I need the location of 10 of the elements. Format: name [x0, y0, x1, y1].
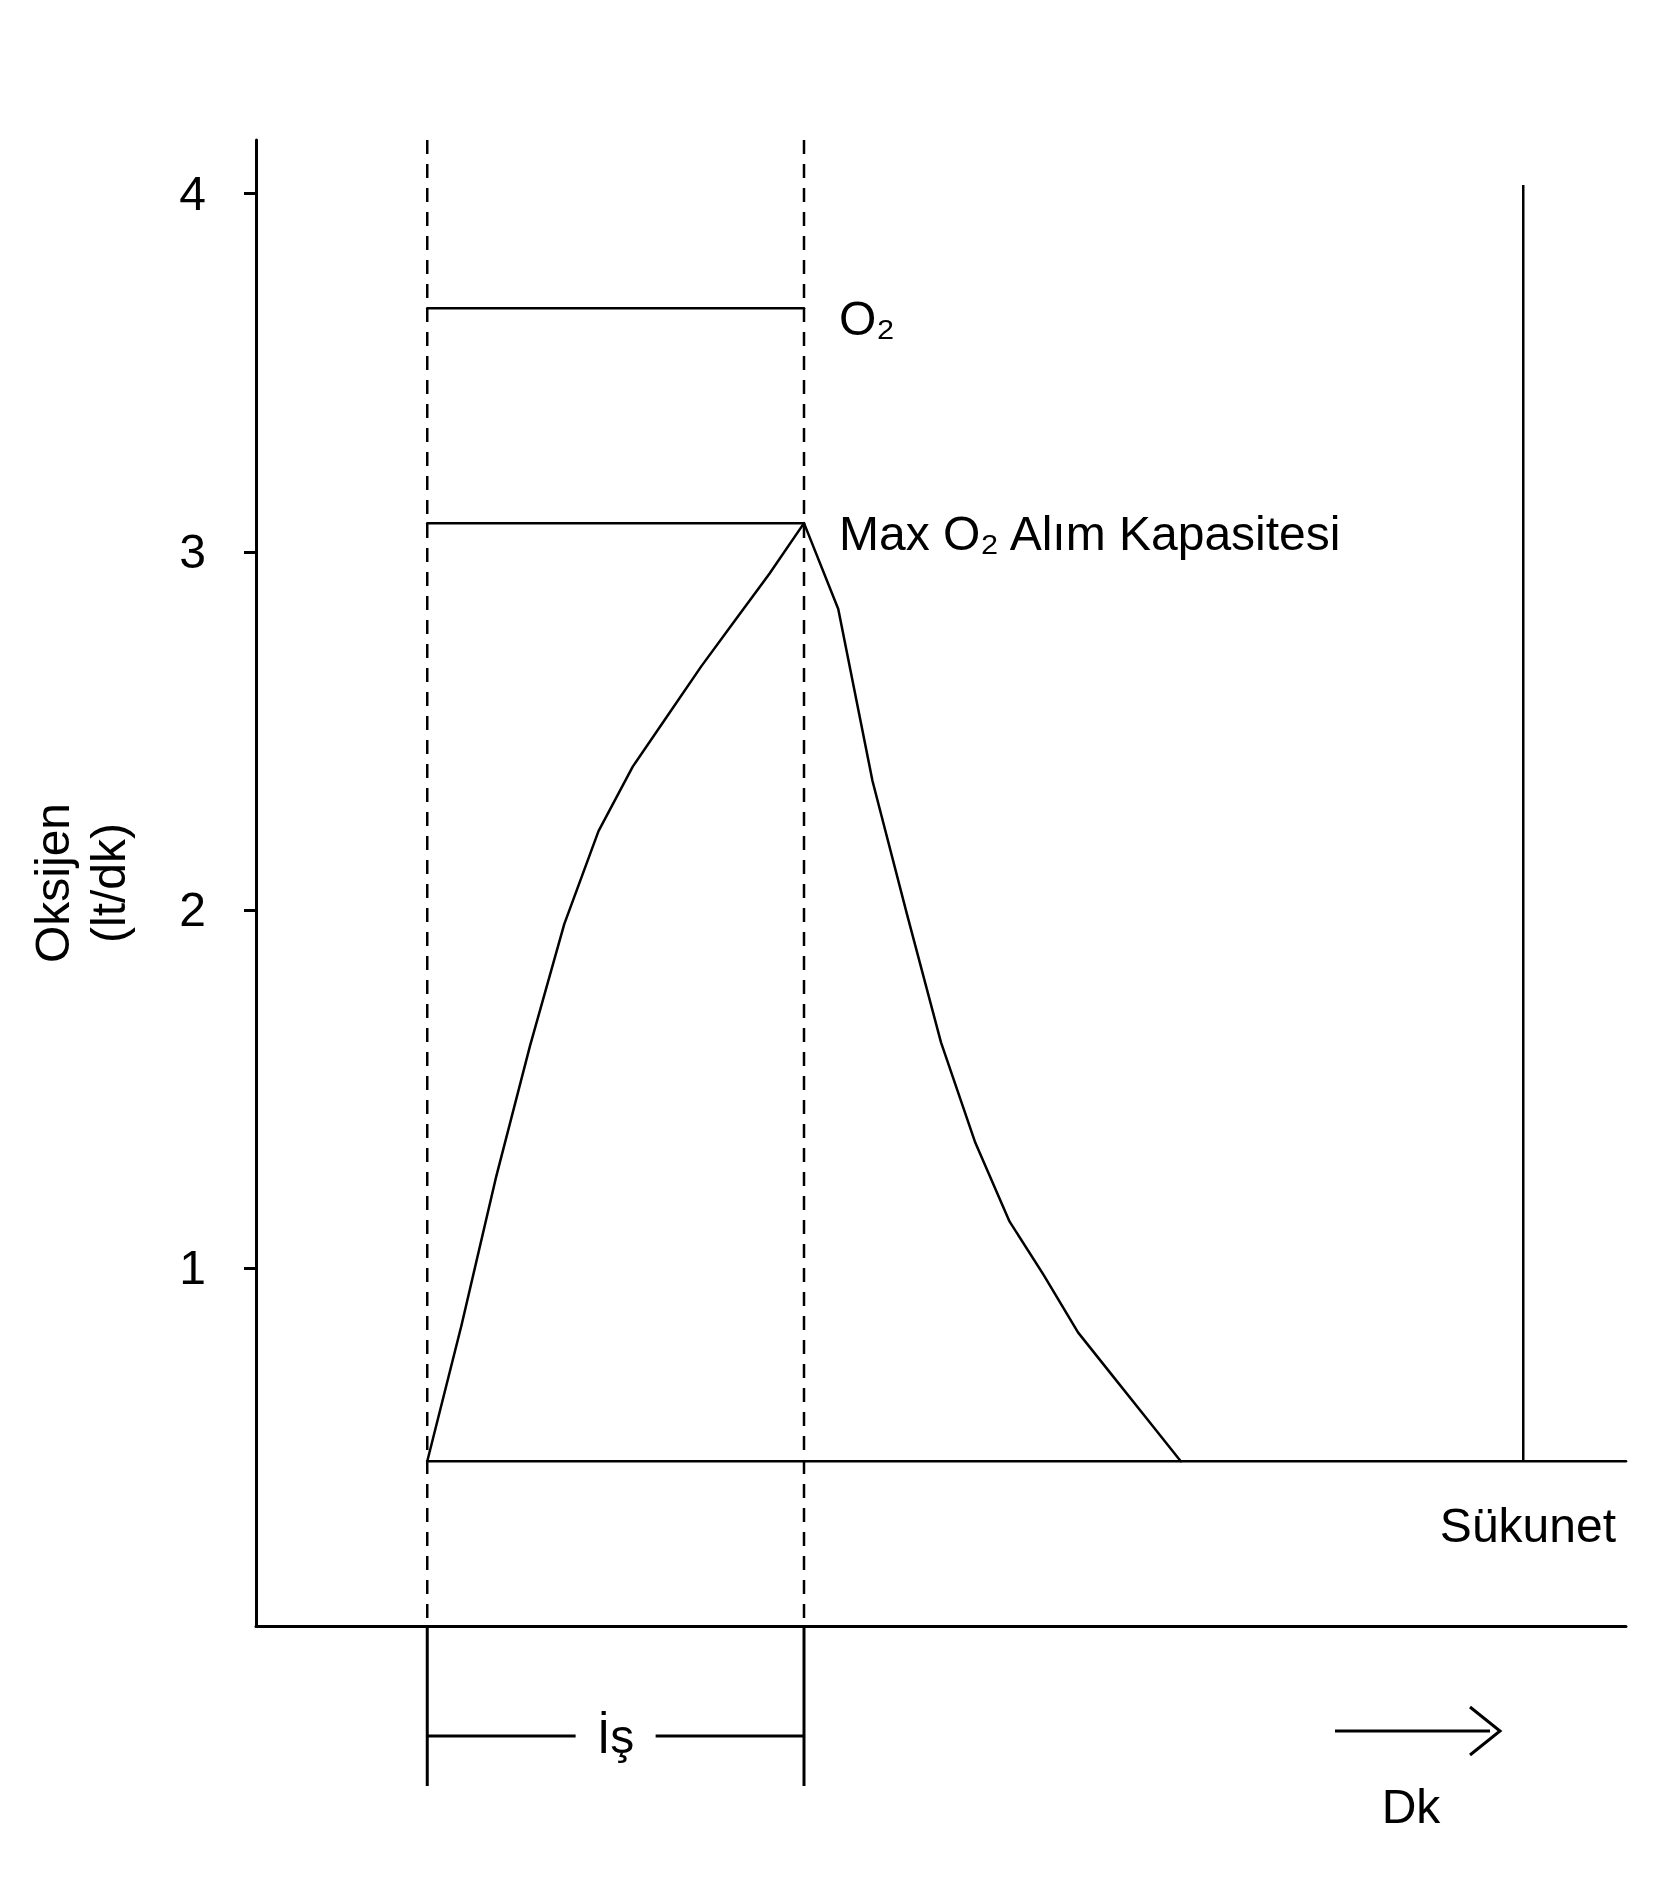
annotation: Max O₂ Alım Kapasitesi: [839, 506, 1341, 560]
y-tick-label: 4: [179, 167, 206, 221]
text: İş: [596, 1709, 635, 1763]
y-tick-label: 1: [179, 1241, 206, 1295]
annotation: O₂: [839, 291, 895, 345]
y-tick-label: 3: [179, 525, 206, 579]
y-tick-label: 2: [179, 883, 206, 937]
y-axis-title: Oksijen (lt/dk): [25, 802, 135, 964]
annotation: Sükunet: [1439, 1498, 1616, 1552]
x-axis-title: Dk: [1381, 1779, 1442, 1833]
